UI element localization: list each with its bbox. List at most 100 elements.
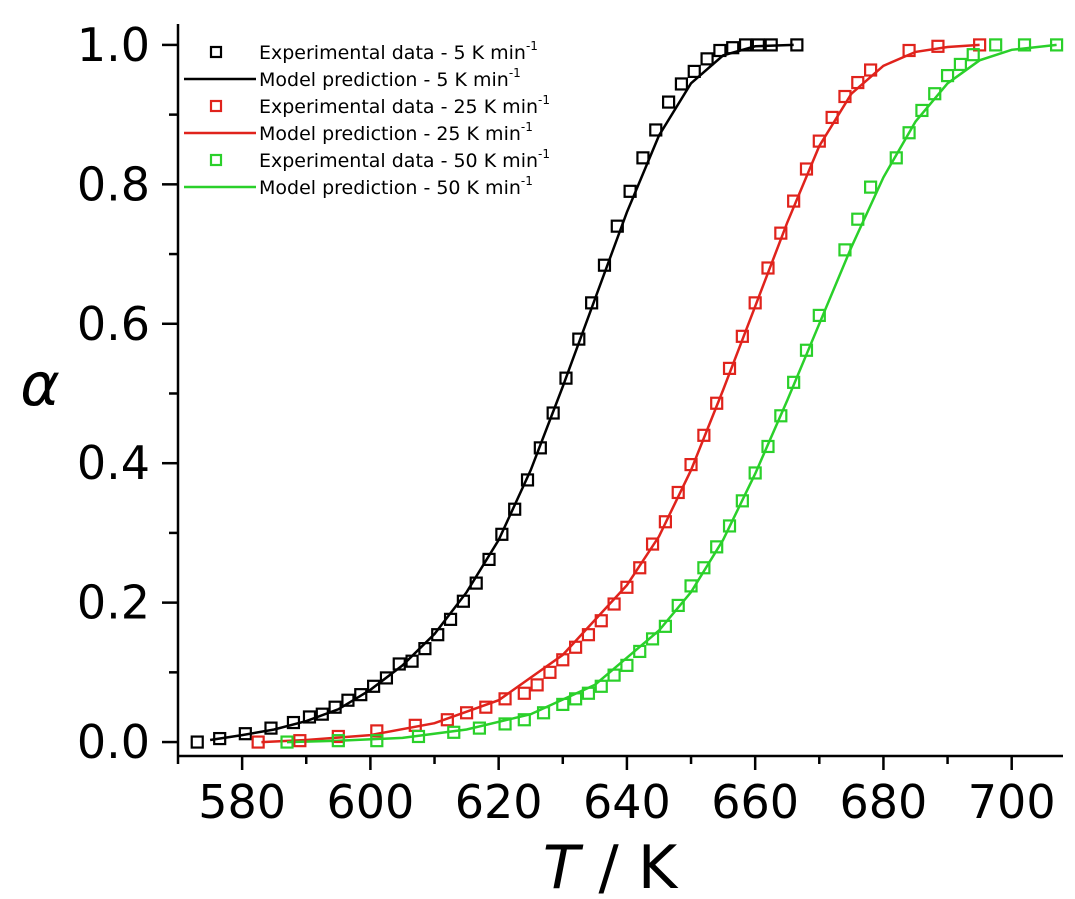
data-point (536, 706, 551, 720)
data-point (722, 519, 737, 533)
x-tick-label: 700 (968, 775, 1056, 829)
data-point (623, 184, 637, 198)
data-point (931, 39, 945, 53)
data-point (684, 457, 698, 472)
data-point (341, 693, 355, 707)
data-point (546, 406, 560, 420)
data-point (633, 644, 647, 659)
data-point (411, 729, 426, 744)
data-point (620, 580, 634, 594)
legend-label: Model prediction - 5 K min-1 (259, 66, 521, 91)
data-point (315, 707, 329, 721)
data-point (1049, 38, 1064, 52)
data-point (838, 243, 852, 257)
legend-marker (209, 153, 223, 167)
data-point (479, 700, 493, 714)
legend-label: Experimental data - 25 K min-1 (259, 93, 550, 118)
data-point (405, 654, 419, 668)
data-point (787, 375, 801, 389)
legend-label: Model prediction - 50 K min-1 (259, 174, 533, 199)
data-point (556, 697, 570, 712)
data-point (674, 77, 689, 91)
data-point (812, 308, 826, 323)
data-point (902, 43, 916, 58)
axes: 580 600 620 640 660 680 700 0.0 0.2 0.4 0.6 0.8 1.0 (77, 18, 1063, 829)
data-point (459, 706, 474, 720)
x-tick-label: 580 (198, 775, 286, 829)
data-point (569, 640, 583, 654)
data-point (966, 48, 980, 62)
data-point (607, 597, 621, 611)
data-point (751, 38, 765, 52)
data-point (620, 658, 634, 672)
y-tick-label: 0.8 (77, 157, 150, 211)
legend-label-exponent: -1 (538, 147, 550, 161)
plot-area (190, 38, 1064, 749)
legend-label-exponent: -1 (521, 120, 533, 134)
data-point (508, 502, 522, 516)
data-point (469, 576, 483, 590)
y-tick-label: 1.0 (77, 18, 150, 72)
x-axis-title-unit: / K (579, 833, 678, 899)
data-point (331, 734, 345, 748)
data-point (928, 87, 942, 101)
data-point (645, 537, 660, 551)
data-point (447, 725, 461, 739)
data-point (533, 441, 547, 455)
x-axis-title: T / K (543, 833, 679, 899)
y-ticks: 0.0 0.2 0.4 0.6 0.8 1.0 (77, 18, 178, 769)
data-point (302, 710, 317, 724)
data-point (889, 151, 903, 165)
data-point (543, 665, 557, 679)
legend-label-exponent: -1 (526, 39, 538, 53)
data-point (431, 628, 445, 642)
data-point (190, 735, 204, 749)
x-tick-label: 600 (326, 775, 414, 829)
data-point (790, 38, 804, 52)
data-point (774, 226, 788, 240)
data-point (915, 103, 929, 118)
data-point (697, 561, 711, 575)
data-point (799, 162, 814, 176)
data-point (1017, 38, 1032, 52)
data-point (370, 734, 384, 748)
data-point (213, 731, 227, 746)
data-point (636, 151, 650, 165)
x-ticks: 580 600 620 640 660 680 700 (176, 756, 1056, 829)
data-point (366, 679, 381, 693)
data-point (238, 727, 252, 741)
data-point (864, 63, 878, 77)
data-point (710, 396, 724, 410)
y-tick-label: 0.0 (77, 715, 150, 769)
data-point (517, 686, 531, 700)
data-point (761, 439, 775, 454)
data-point (498, 692, 512, 706)
legend-marker (209, 99, 223, 113)
legend-label: Model prediction - 25 K min-1 (259, 120, 533, 145)
data-point (633, 561, 647, 575)
data-point (370, 724, 384, 738)
data-point (556, 653, 570, 667)
data-point (328, 700, 342, 714)
data-point (713, 43, 727, 58)
data-point (456, 594, 470, 608)
data-point (658, 619, 672, 633)
data-point (286, 715, 301, 730)
data-point (953, 57, 967, 72)
data-point (748, 296, 762, 310)
data-point (851, 212, 865, 226)
data-point (710, 540, 724, 554)
y-axis-title: α (20, 350, 60, 420)
data-point (495, 527, 509, 541)
data-point (697, 428, 711, 442)
data-point (440, 713, 454, 727)
data-point (989, 38, 1003, 52)
data-point (838, 89, 852, 104)
data-point (354, 688, 368, 702)
data-point (569, 692, 583, 706)
data-point (825, 110, 839, 125)
data-point (812, 134, 826, 148)
data-point (280, 735, 294, 749)
